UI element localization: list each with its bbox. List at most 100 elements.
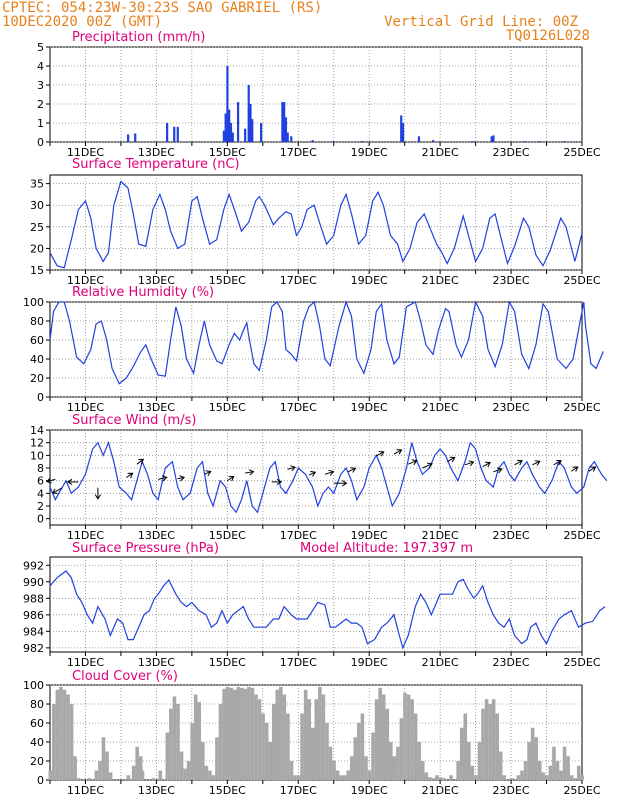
precip-bar xyxy=(281,102,284,142)
wind-arrow xyxy=(493,468,503,473)
cloud-title: Cloud Cover (%) xyxy=(72,669,178,684)
wind-arrow-head xyxy=(51,488,58,494)
panel-cloud: Cloud Cover (%) 0 20 40 60 80 100 11DEC 13DEC 15D… xyxy=(23,669,601,797)
cloud-bar xyxy=(325,723,329,780)
wind-arrow xyxy=(52,487,63,494)
cloud-bar xyxy=(172,696,177,780)
wind-arrow-head xyxy=(426,462,433,469)
wind-arrow-head xyxy=(248,469,255,476)
cloud-bar xyxy=(470,765,475,780)
wind-arrow-head xyxy=(517,459,523,466)
precip-bar xyxy=(244,128,247,142)
precip-bar xyxy=(176,126,179,142)
cloud-bar xyxy=(218,704,223,780)
x-tick-label: 13DEC xyxy=(138,274,175,287)
x-tick-label: 19DEC xyxy=(351,401,388,414)
precip-bar xyxy=(290,136,293,142)
cloud-bar xyxy=(98,761,102,780)
x-tick-label: 11DEC xyxy=(67,401,104,414)
cloud-bar xyxy=(555,761,560,780)
x-tick-label: 15DEC xyxy=(209,146,246,159)
cloud-bar xyxy=(215,737,219,780)
model-altitude: Model Altitude: 197.397 m xyxy=(300,541,473,556)
cloud-bar xyxy=(225,686,230,780)
wind-arrow xyxy=(408,460,417,465)
cloud-bar xyxy=(576,765,581,780)
cloud-bar xyxy=(498,751,503,780)
cloud-bar xyxy=(318,686,322,780)
cloud-bar xyxy=(101,737,106,780)
cloud-bar xyxy=(66,694,70,780)
precip-bar xyxy=(492,135,495,142)
precip-bar xyxy=(228,109,231,142)
cloud-bar xyxy=(357,723,361,780)
x-tick-label: 21DEC xyxy=(422,529,459,542)
wind-arrow-head xyxy=(310,470,317,477)
x-tick-label: 19DEC xyxy=(351,529,388,542)
y-tick-label: 40 xyxy=(30,736,44,749)
cloud-bar xyxy=(545,775,549,780)
wind-arrow-head xyxy=(66,478,73,486)
cloud-bar xyxy=(222,688,226,780)
wind-arrow-head xyxy=(127,472,134,479)
wind-arrow xyxy=(347,467,356,473)
precip-bar xyxy=(236,102,240,142)
cloud-bar xyxy=(527,742,531,780)
cloud-bar xyxy=(406,694,411,780)
wind-arrow-head xyxy=(411,459,418,466)
wind-arrow-head xyxy=(205,470,212,476)
wind-arrow-head xyxy=(94,494,102,500)
precip-bar xyxy=(249,104,252,142)
cloud-bar xyxy=(396,746,400,780)
cloud-bar xyxy=(165,732,170,780)
cloud-bar xyxy=(573,778,578,780)
cloud-bar xyxy=(307,699,312,780)
y-tick-label: 60 xyxy=(30,334,44,347)
cloud-bar xyxy=(193,694,198,780)
cloud-bar xyxy=(275,689,280,780)
precip-title: Precipitation (mm/h) xyxy=(72,30,205,45)
wind-arrow xyxy=(158,476,167,480)
cloud-bar xyxy=(449,775,453,780)
cloud-bar xyxy=(435,775,439,780)
cloud-bar xyxy=(562,746,567,780)
x-tick-label: 11DEC xyxy=(67,146,104,159)
y-tick-label: 40 xyxy=(30,353,44,366)
cloud-bar xyxy=(232,689,237,780)
cloud-bar xyxy=(403,692,407,780)
panel-humidity: Relative Humidity (%) 0 20 40 60 80 100 11DEC 13… xyxy=(23,285,604,414)
wind-arrow-head xyxy=(342,480,348,487)
y-tick-label: 986 xyxy=(23,609,44,622)
temp-title: Surface Temperature (nC) xyxy=(72,157,240,172)
wind-arrow-head xyxy=(290,465,297,472)
cloud-bar xyxy=(73,756,77,780)
y-tick-label: 100 xyxy=(23,296,44,309)
precip-bar xyxy=(226,66,229,142)
wind-arrow xyxy=(287,466,296,470)
x-tick-label: 25DEC xyxy=(563,656,600,669)
cloud-bar xyxy=(534,737,538,780)
x-tick-label: 25DEC xyxy=(563,529,600,542)
precip-bar xyxy=(361,141,364,142)
cloud-bar xyxy=(190,723,194,780)
cloud-bar xyxy=(314,699,319,780)
cloud-bar xyxy=(520,770,524,780)
cloud-bar xyxy=(417,742,421,780)
x-tick-label: 25DEC xyxy=(563,784,600,797)
cloud-bar xyxy=(388,742,393,780)
cloud-bar xyxy=(271,704,276,780)
x-tick-label: 13DEC xyxy=(138,401,175,414)
y-tick-label: 1 xyxy=(37,117,44,130)
x-tick-label: 13DEC xyxy=(138,529,175,542)
precip-bar xyxy=(283,102,286,142)
cloud-bar xyxy=(197,702,202,780)
cloud-bar xyxy=(254,694,258,780)
x-tick-label: 21DEC xyxy=(422,146,459,159)
cloud-bar xyxy=(303,689,308,780)
y-tick-label: 3 xyxy=(37,79,44,92)
precip-bar xyxy=(224,113,227,142)
wind-arrow-head xyxy=(556,459,562,466)
cloud-bar xyxy=(367,770,372,780)
